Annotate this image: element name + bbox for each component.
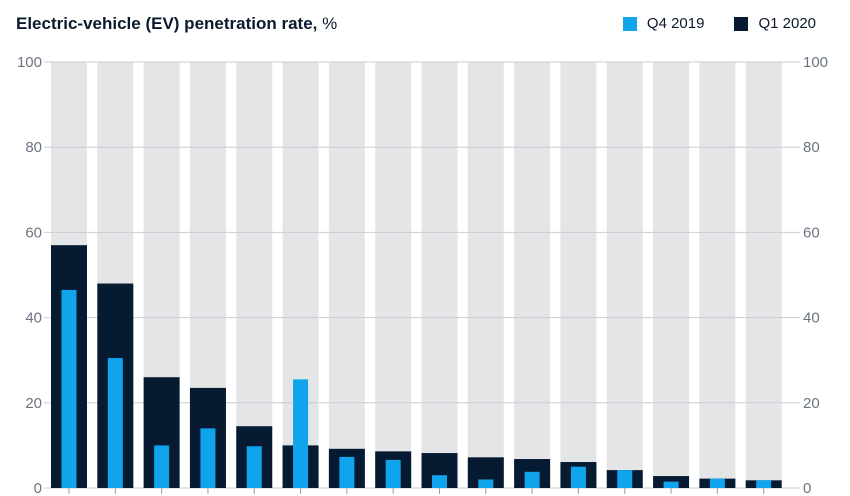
y-tick-label-right: 0 — [803, 480, 811, 496]
chart-title-main: Electric-vehicle (EV) penetration rate, — [16, 14, 318, 33]
background-bar — [328, 62, 365, 488]
bar-q4-2019 — [756, 480, 772, 488]
bar-q4-2019 — [570, 466, 586, 488]
background-bar — [467, 62, 504, 488]
legend-label-q4-2019: Q4 2019 — [646, 15, 705, 32]
background-bar — [560, 62, 597, 488]
y-tick-label-left: 80 — [25, 139, 42, 156]
y-tick-label-left: 20 — [25, 395, 42, 412]
legend-item-q1-2020: Q1 2020 — [734, 15, 816, 32]
bar-q4-2019 — [709, 478, 725, 488]
bar-q4-2019 — [478, 479, 494, 488]
bar-q4-2019 — [200, 428, 216, 488]
background-bar — [699, 62, 736, 488]
legend-item-q4-2019: Q4 2019 — [622, 15, 705, 32]
y-tick-label-right: 80 — [803, 139, 820, 156]
bar-q4-2019 — [663, 481, 679, 488]
bar-q4-2019 — [385, 459, 401, 488]
bar-q4-2019 — [339, 456, 355, 488]
bar-q4-2019 — [293, 379, 309, 488]
bar-q4-2019 — [107, 358, 123, 488]
bar-q4-2019 — [432, 475, 447, 488]
y-tick-label-left: 60 — [25, 224, 42, 241]
chart-legend: Q4 2019 Q1 2020 — [593, 15, 816, 32]
chart-title: Electric-vehicle (EV) penetration rate, … — [16, 14, 337, 34]
background-bar — [421, 62, 458, 488]
bar-q4-2019 — [617, 470, 633, 488]
bar-q4-2019 — [61, 289, 77, 488]
background-bar — [236, 62, 273, 488]
background-bar — [745, 62, 782, 488]
legend-label-q1-2020: Q1 2020 — [758, 15, 816, 32]
y-tick-label-left: 0 — [34, 480, 42, 496]
y-tick-label-right: 100 — [803, 54, 828, 71]
background-bar — [514, 62, 551, 488]
y-tick-label-left: 40 — [25, 310, 42, 327]
background-bar — [653, 62, 690, 488]
background-bar — [375, 62, 412, 488]
bar-q4-2019 — [246, 446, 262, 488]
y-tick-label-left: 100 — [17, 54, 42, 71]
y-tick-label-right: 40 — [803, 310, 820, 327]
legend-swatch-q1-2020 — [734, 16, 749, 31]
bar-q4-2019 — [524, 471, 540, 488]
background-bar — [606, 62, 643, 488]
y-tick-label-right: 20 — [803, 395, 820, 412]
y-tick-label-right: 60 — [803, 224, 820, 241]
bar-q4-2019 — [154, 445, 170, 488]
legend-swatch-q4-2019 — [622, 16, 637, 31]
chart-title-unit: % — [322, 14, 338, 33]
